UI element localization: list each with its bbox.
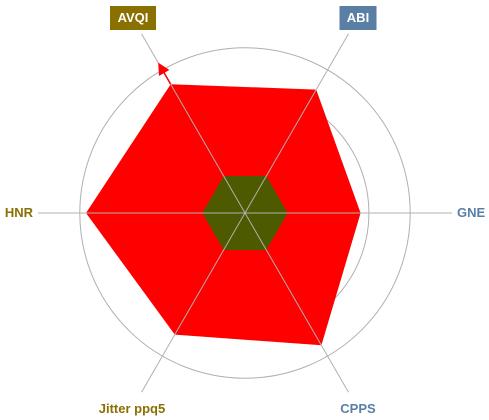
axis-badge-bg-avqi xyxy=(110,6,156,30)
series-layer xyxy=(86,84,361,346)
axis-line-abi xyxy=(244,33,349,214)
arrow-icon xyxy=(158,62,172,85)
axis-badge-avqi: AVQI xyxy=(110,6,156,30)
axis-line-cpps xyxy=(244,212,349,393)
axis-label-gne: GNE xyxy=(457,205,486,220)
axis-badge-abi: ABI xyxy=(339,6,377,30)
axis-label-jitter-ppq5: Jitter ppq5 xyxy=(99,401,165,416)
axis-label-cpps: CPPS xyxy=(340,401,376,416)
axis-badge-bg-abi xyxy=(339,6,377,30)
axis-label-abi: ABI xyxy=(347,10,369,25)
axis-labels: AVQI ABI GNE CPPS Jitter ppq5 HNR xyxy=(5,6,486,416)
axis-lines xyxy=(38,33,452,393)
axis-label-hnr: HNR xyxy=(5,205,34,220)
axis-line-jitter-ppq5 xyxy=(141,212,246,393)
axis-label-avqi: AVQI xyxy=(118,10,149,25)
